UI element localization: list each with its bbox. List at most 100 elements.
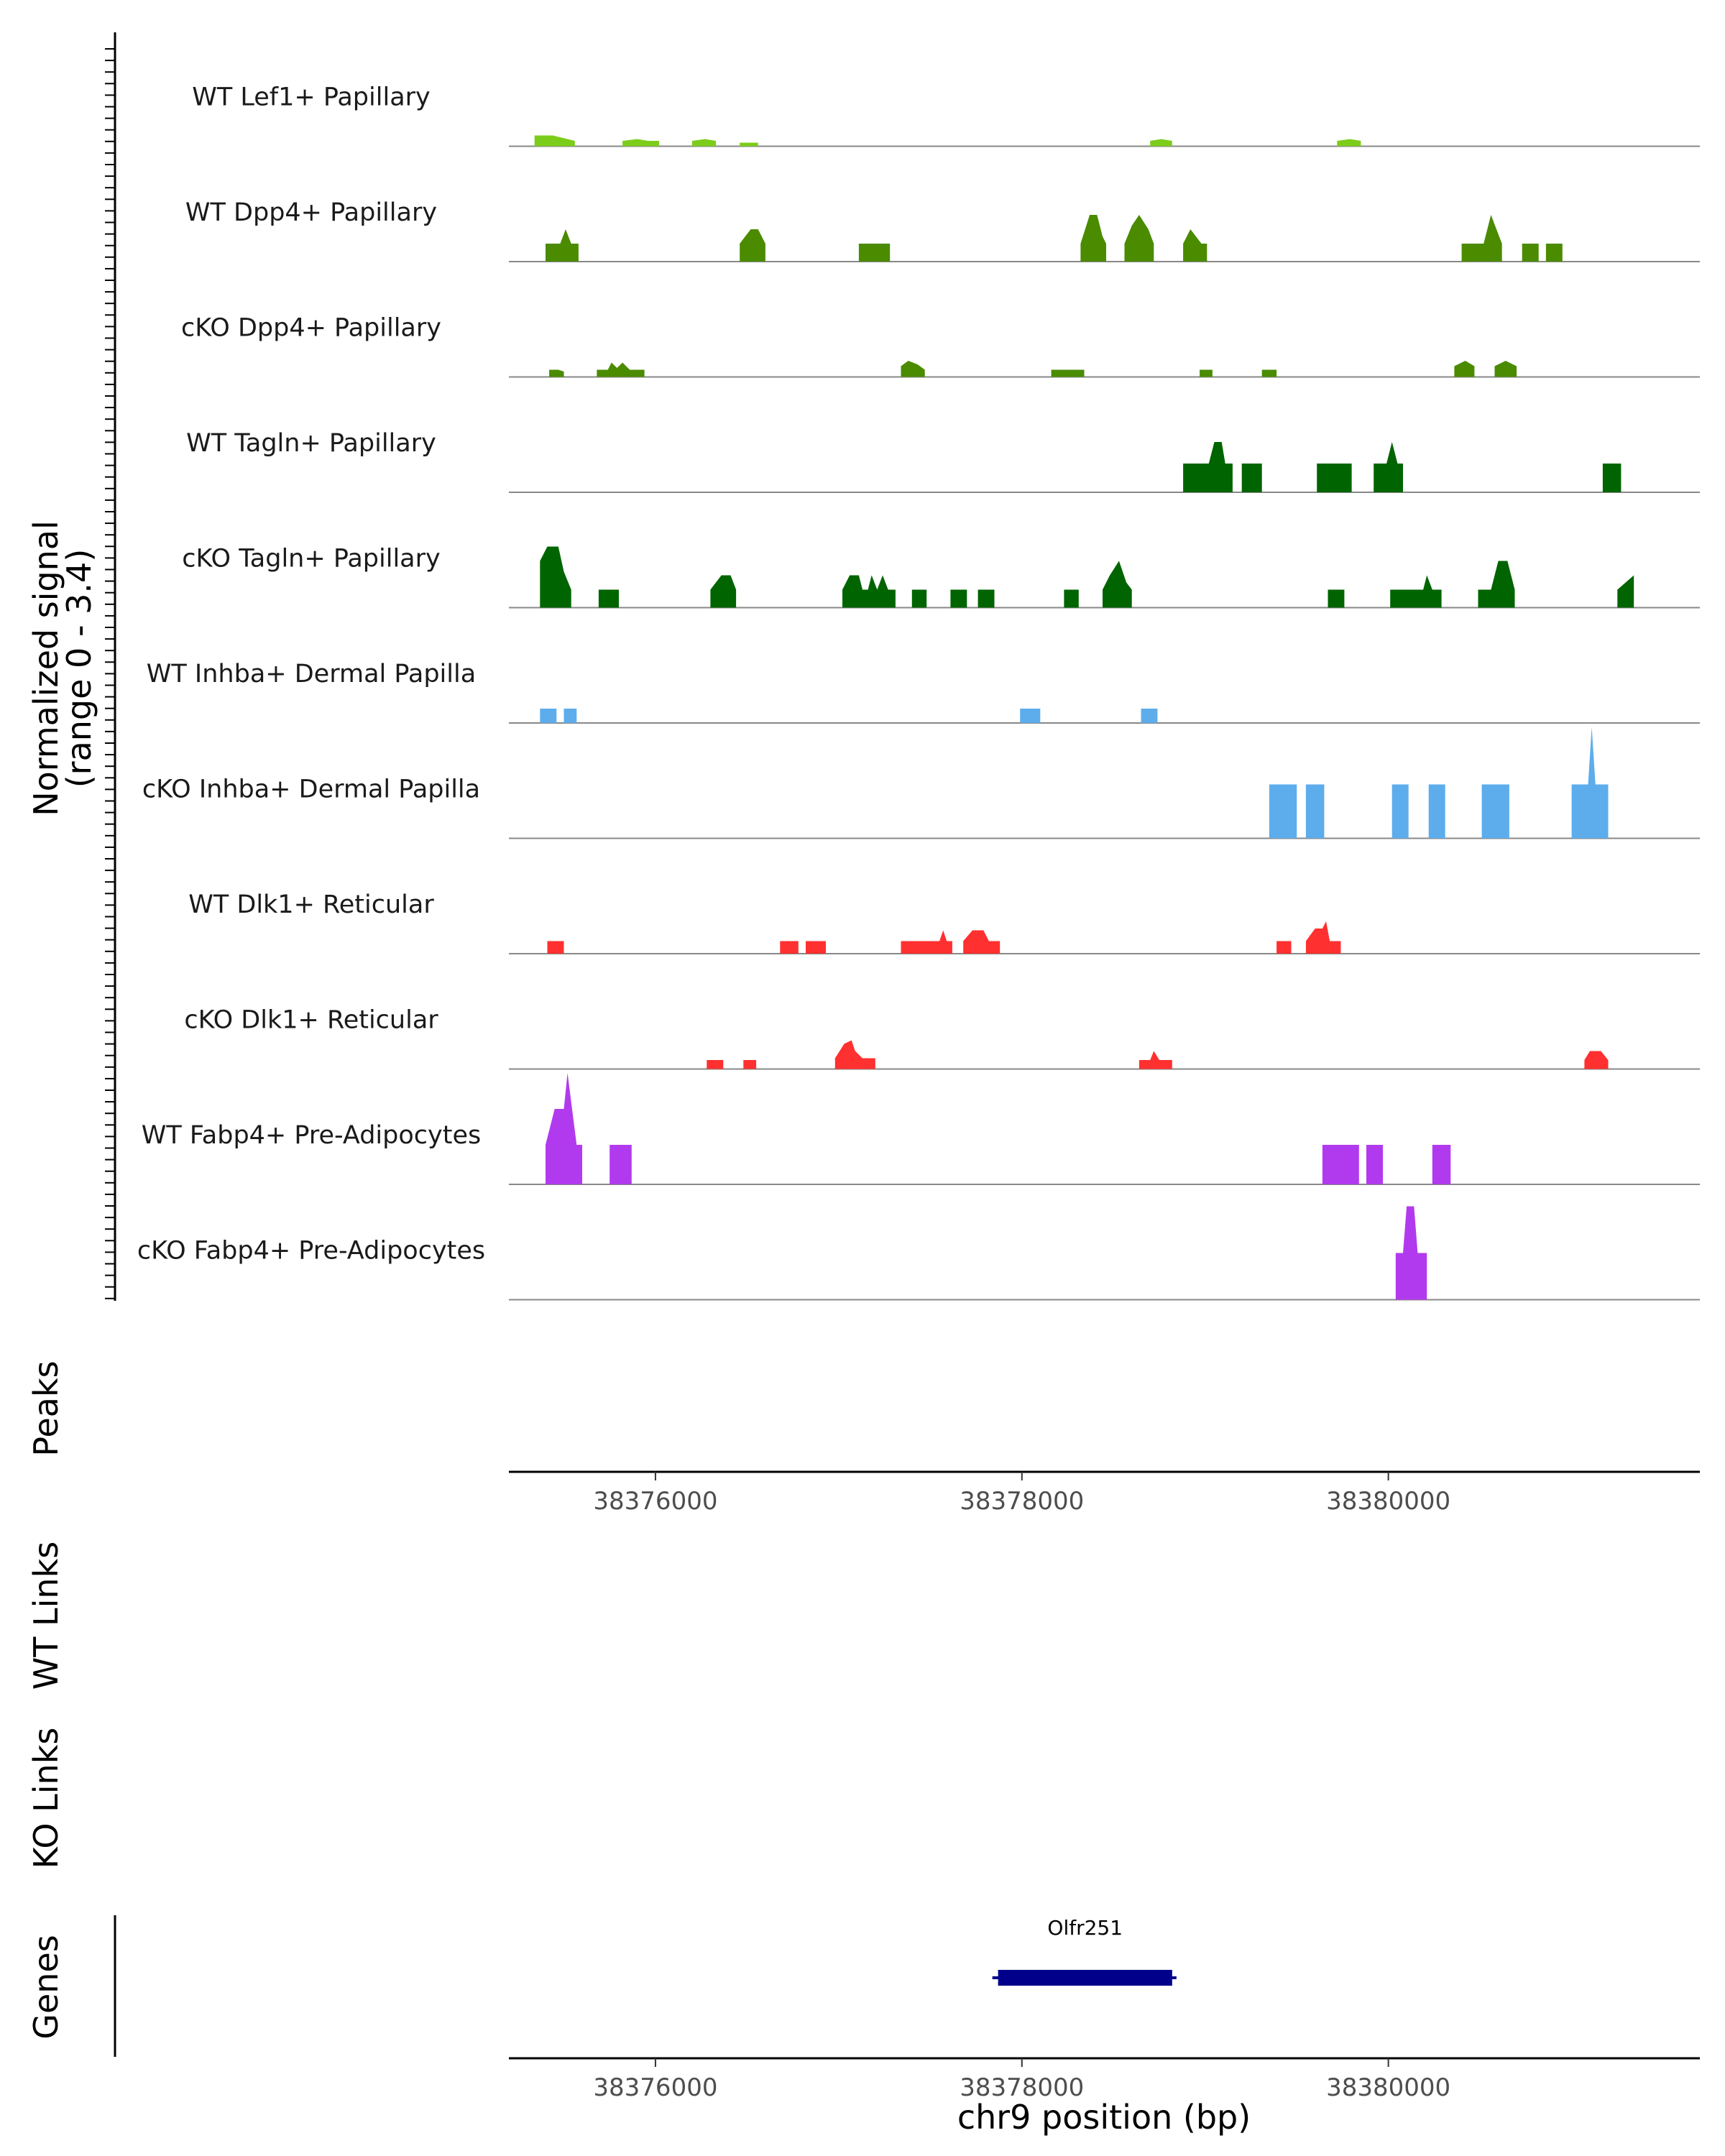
signal-peak xyxy=(1602,464,1622,492)
signal-peak xyxy=(1020,709,1041,723)
track-4: WT Tagln+ Papillary xyxy=(186,429,1700,493)
track-9: cKO Dlk1+ Reticular xyxy=(184,1006,1700,1070)
genes-label: Genes xyxy=(27,1935,65,2039)
signal-peak xyxy=(1481,784,1509,839)
signal-peak xyxy=(547,941,564,954)
signal-peak xyxy=(1103,561,1132,608)
signal-peak xyxy=(1261,369,1277,377)
signal-peak xyxy=(1080,215,1106,262)
signal-tracks: WT Lef1+ Papillary WT Dpp4+ Papillary cKO … xyxy=(137,83,1700,1301)
track-5: cKO Tagln+ Papillary xyxy=(182,545,1700,609)
signal-peak xyxy=(1305,784,1325,839)
signal-peak xyxy=(1337,139,1361,147)
track-label: cKO Fabp4+ Pre-Adipocytes xyxy=(137,1237,485,1266)
signal-peak xyxy=(911,589,927,608)
track-2: WT Dpp4+ Papillary xyxy=(185,198,1700,262)
peaks-label-group: Peaks xyxy=(27,1360,65,1456)
track-label: WT Lef1+ Papillary xyxy=(192,83,431,112)
signal-peak xyxy=(1183,229,1208,262)
signal-peak xyxy=(740,142,758,147)
signal-peak xyxy=(1617,575,1634,608)
gene-name: Olfr251 xyxy=(1047,1916,1123,1940)
ko-links-label: KO Links xyxy=(27,1728,65,1869)
track-label: WT Dlk1+ Reticular xyxy=(188,890,434,919)
track-label: cKO Dlk1+ Reticular xyxy=(184,1006,438,1035)
signal-peak xyxy=(534,135,575,147)
x-tick-label: 38378000 xyxy=(960,2073,1084,2102)
signal-peak xyxy=(1494,361,1517,377)
signal-peak xyxy=(780,941,799,954)
signal-peak xyxy=(842,575,896,608)
signal-peak xyxy=(834,1040,875,1069)
signal-peak xyxy=(806,941,826,954)
signal-peak xyxy=(622,139,659,147)
gene-track: Olfr251 xyxy=(992,1916,1177,1986)
signal-y-title-main: Normalized signal xyxy=(27,520,65,816)
signal-peak xyxy=(1522,244,1539,262)
track-11: cKO Fabp4+ Pre-Adipocytes xyxy=(137,1206,1700,1301)
signal-peak xyxy=(1051,369,1085,377)
signal-peak xyxy=(710,575,737,608)
track-label: WT Fabp4+ Pre-Adipocytes xyxy=(142,1121,481,1150)
signal-peak xyxy=(1183,442,1233,492)
track-label: WT Dpp4+ Papillary xyxy=(185,198,437,227)
signal-peak xyxy=(978,589,995,608)
peaks-x-axis: 38376000 38378000 38380000 xyxy=(593,1472,1450,1516)
signal-peak xyxy=(1141,709,1158,723)
signal-peak xyxy=(1571,727,1609,839)
track-10: WT Fabp4+ Pre-Adipocytes xyxy=(142,1073,1700,1185)
track-3: cKO Dpp4+ Papillary xyxy=(181,314,1700,378)
wt-links-label-group: WT Links xyxy=(27,1542,65,1690)
track-6: WT Inhba+ Dermal Papilla xyxy=(147,660,1700,724)
x-tick-label: 38380000 xyxy=(1326,1487,1450,1516)
track-1: WT Lef1+ Papillary xyxy=(192,83,1700,147)
signal-peak xyxy=(1395,1206,1427,1300)
signal-peak xyxy=(1390,575,1442,608)
signal-peak xyxy=(901,361,925,377)
signal-y-title-range: (range 0 - 3.4) xyxy=(60,549,98,788)
signal-peak xyxy=(1478,561,1515,608)
signal-peak xyxy=(546,1073,582,1184)
signal-peak xyxy=(1317,464,1352,492)
signal-peak xyxy=(549,369,564,377)
signal-peak xyxy=(950,589,967,608)
signal-peak xyxy=(1454,361,1475,377)
signal-peak xyxy=(540,546,571,608)
signal-peak xyxy=(1432,1145,1451,1184)
signal-peak xyxy=(564,709,577,723)
genes-label-group: Genes xyxy=(27,1935,65,2039)
x-tick-label: 38380000 xyxy=(1326,2073,1450,2102)
x-tick-label: 38378000 xyxy=(960,1487,1084,1516)
signal-peak xyxy=(1269,784,1297,839)
signal-y-ticks xyxy=(105,48,115,1299)
track-label: WT Tagln+ Papillary xyxy=(186,429,436,458)
signal-y-subtitle: (range 0 - 3.4) xyxy=(60,549,98,788)
signal-peak xyxy=(1392,784,1409,839)
signal-peak xyxy=(691,139,717,147)
signal-peak xyxy=(1150,139,1172,147)
x-tick-label: 38376000 xyxy=(593,2073,717,2102)
signal-peak xyxy=(1428,784,1445,839)
signal-peak xyxy=(597,362,645,377)
track-label: cKO Inhba+ Dermal Papilla xyxy=(142,775,480,804)
track-label: cKO Dpp4+ Papillary xyxy=(181,314,441,343)
signal-peak xyxy=(1584,1051,1609,1069)
signal-peak xyxy=(540,709,557,723)
signal-peak xyxy=(1064,589,1079,608)
signal-peak xyxy=(858,244,891,262)
signal-peak xyxy=(1138,1051,1172,1069)
signal-peak xyxy=(1328,589,1345,608)
signal-peak xyxy=(1200,369,1213,377)
signal-peak xyxy=(963,930,1000,954)
signal-peak xyxy=(598,589,619,608)
x-tick-label: 38376000 xyxy=(593,1487,717,1516)
signal-peak xyxy=(1366,1145,1383,1184)
signal-peak xyxy=(743,1060,757,1069)
track-8: WT Dlk1+ Reticular xyxy=(188,890,1700,954)
signal-peak xyxy=(901,930,952,954)
wt-links-label: WT Links xyxy=(27,1542,65,1690)
genes-x-axis: 38376000 38378000 38380000 xyxy=(593,2058,1450,2102)
signal-peak xyxy=(1461,215,1502,262)
signal-y-title: Normalized signal xyxy=(27,520,65,816)
